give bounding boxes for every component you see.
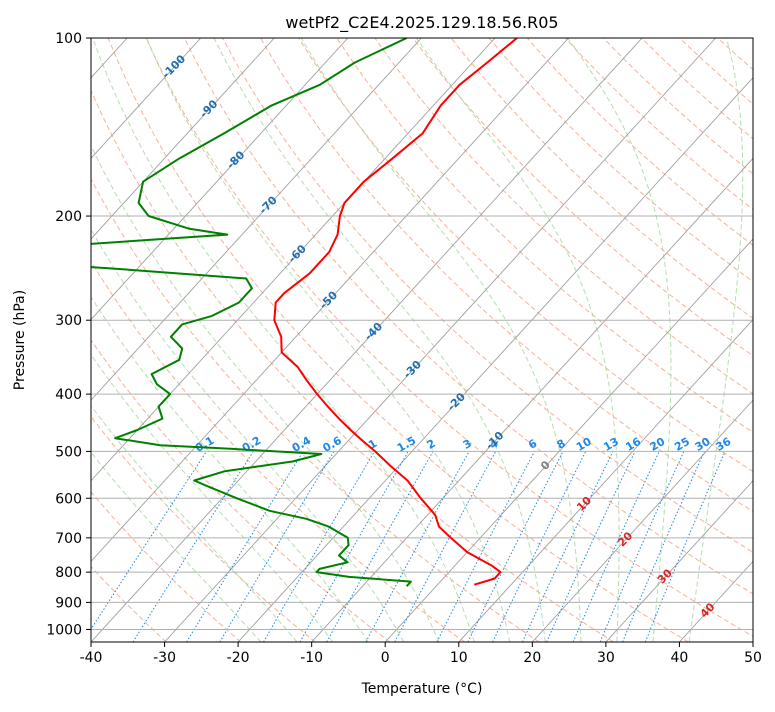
- mixing-ratio-line: [523, 451, 613, 642]
- x-tick-label: 0: [381, 650, 390, 666]
- chart-title: wetPf2_C2E4.2025.129.18.56.R05: [285, 13, 558, 33]
- dry-adiabat-line: [680, 38, 775, 642]
- dry-adiabat-line: [261, 38, 775, 642]
- isotherm-line: [385, 38, 775, 642]
- dry-adiabat-line: [0, 38, 241, 642]
- dry-adiabat-line: [489, 38, 775, 642]
- isotherm-line: [312, 38, 775, 642]
- x-tick-label: -10: [300, 650, 323, 666]
- isotherm-line: [238, 38, 775, 642]
- mixing-ratio-line: [264, 451, 375, 642]
- dry-adiabat-line: [32, 38, 539, 642]
- background-lines: [0, 38, 775, 642]
- isotherm-line: [165, 38, 716, 642]
- isotherm-line: [0, 38, 421, 642]
- x-tick-label: -40: [80, 650, 103, 666]
- moist-adiabat-line: [0, 38, 261, 642]
- mixing-ratio-line: [327, 451, 433, 642]
- y-tick-label: 400: [55, 387, 82, 403]
- moist-adiabat-line: [416, 38, 619, 642]
- y-tick-label: 600: [55, 491, 82, 507]
- mixing-ratio-line: [623, 451, 705, 642]
- dry-adiabat-line: [756, 38, 775, 642]
- mixing-ratio-line: [366, 451, 469, 642]
- x-axis-label: Temperature (°C): [361, 681, 483, 697]
- plot-frame: [91, 38, 753, 642]
- mixing-ratio-line: [83, 451, 207, 642]
- mixing-ratio-line: [493, 451, 586, 642]
- y-tick-label: 300: [55, 313, 82, 329]
- mixing-ratio-line: [220, 451, 334, 642]
- isotherm-line: [679, 38, 775, 642]
- moist-adiabat-line: [0, 38, 333, 642]
- moist-adiabat-line: [214, 38, 545, 642]
- x-tick-label: -30: [153, 650, 176, 666]
- x-tick-label: 40: [671, 650, 689, 666]
- isotherm-line: [753, 38, 775, 642]
- isotherm-line: [532, 38, 775, 642]
- moist-adiabat-line: [0, 38, 297, 642]
- mixing-ratio-line: [187, 451, 304, 642]
- mixing-ratio-line: [573, 451, 659, 642]
- temperature-profile-line: [274, 38, 517, 585]
- y-axis-label: Pressure (hPa): [12, 290, 28, 390]
- x-tick-label: 50: [744, 650, 762, 666]
- x-tick-label: -20: [227, 650, 250, 666]
- x-axis: -40 -30 -20 -10 0 10 20 30 40 50: [80, 642, 762, 666]
- moist-adiabat-line: [49, 38, 439, 642]
- isotherm-line: [17, 38, 568, 642]
- mixing-ratio-label: 2: [425, 437, 438, 452]
- moist-adiabat-line: [146, 38, 509, 642]
- dewpoint-profile-line: [25, 38, 411, 586]
- y-tick-label: 200: [55, 209, 82, 225]
- x-tick-label: 10: [450, 650, 468, 666]
- mixing-ratio-line: [395, 451, 496, 642]
- dry-adiabat-line: [0, 38, 315, 642]
- y-tick-label: 700: [55, 531, 82, 547]
- moist-adiabat-line: [12, 38, 404, 642]
- dry-adiabat-line: [375, 38, 775, 642]
- dry-adiabat-line: [718, 38, 775, 642]
- dry-adiabat-line: [108, 38, 688, 642]
- dry-adiabat-line: [0, 38, 390, 642]
- dry-adiabat-line: [146, 38, 763, 642]
- dry-adiabat-line: [642, 38, 775, 642]
- dry-adiabat-line: [223, 38, 775, 642]
- mixing-ratio-line: [300, 451, 408, 642]
- y-tick-label: 800: [55, 565, 82, 581]
- dry-adiabat-line: [565, 38, 775, 642]
- y-axis: 100 200 300 400 500 600 700 800 900 1000: [46, 31, 91, 638]
- y-tick-label: 100: [55, 31, 82, 47]
- y-tick-label: 500: [55, 444, 82, 460]
- dry-adiabat-line: [337, 38, 775, 642]
- dry-adiabat-line: [527, 38, 775, 642]
- y-tick-label: 1000: [46, 622, 82, 638]
- mixing-ratio-label: 6: [526, 437, 539, 452]
- x-tick-label: 20: [523, 650, 541, 666]
- moist-adiabat-line: [0, 38, 368, 642]
- mixing-ratio-line: [468, 451, 563, 642]
- isotherm-line: [606, 38, 775, 642]
- y-tick-label: 900: [55, 595, 82, 611]
- moist-adiabat-line: [93, 38, 475, 642]
- x-tick-label: 30: [597, 650, 615, 666]
- dry-adiabat-line: [604, 38, 775, 642]
